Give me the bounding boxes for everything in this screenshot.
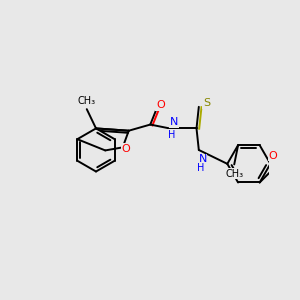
Text: H: H	[168, 130, 175, 140]
Text: CH₃: CH₃	[225, 169, 243, 178]
Text: O: O	[156, 100, 165, 110]
Text: N: N	[199, 154, 207, 164]
Text: O: O	[122, 144, 130, 154]
Text: H: H	[197, 164, 204, 173]
Text: N: N	[170, 117, 178, 127]
Text: S: S	[203, 98, 210, 108]
Text: CH₃: CH₃	[78, 96, 96, 106]
Text: O: O	[268, 151, 277, 160]
